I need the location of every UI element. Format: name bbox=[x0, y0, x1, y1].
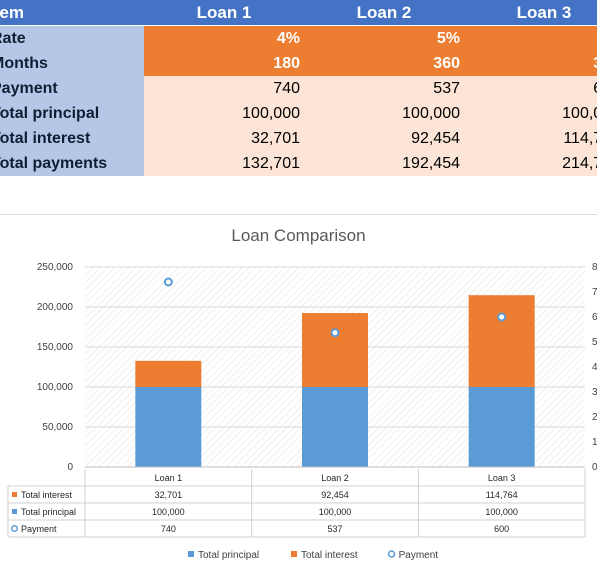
table-value: 100,000 bbox=[319, 507, 352, 517]
y2-tick-label: 2 bbox=[592, 412, 597, 423]
y-tick-label: 50,000 bbox=[42, 422, 73, 433]
table-value: 92,454 bbox=[321, 490, 349, 500]
payment-marker bbox=[163, 277, 173, 287]
chart-title: Loan Comparison bbox=[231, 226, 366, 245]
value-cell[interactable]: 132,701 bbox=[144, 151, 304, 176]
row-label-cell[interactable]: Months bbox=[0, 51, 144, 76]
sheet-row: Rate 4%5%6% bbox=[0, 26, 597, 51]
value-cell[interactable]: 114,764 bbox=[464, 126, 597, 151]
y2-tick-label: 5 bbox=[592, 337, 597, 348]
payment-marker bbox=[497, 312, 507, 322]
legend-key bbox=[188, 551, 194, 557]
loan-sheet: Item Loan 1 Loan 2 Loan 3 Rate 4%5%6% Mont… bbox=[0, 0, 597, 176]
value-cell[interactable]: 360 bbox=[304, 51, 464, 76]
chart-area[interactable] bbox=[0, 214, 597, 567]
bar-total-principal bbox=[135, 387, 202, 467]
row-label: Total interest bbox=[0, 130, 91, 147]
header-cell-loan-3[interactable]: Loan 3 bbox=[464, 0, 597, 25]
table-value: 100,000 bbox=[152, 507, 185, 517]
legend-label: Total interest bbox=[301, 550, 358, 561]
y2-tick-label: 6 bbox=[592, 312, 597, 323]
row-label: Months bbox=[0, 55, 48, 72]
row-label-cell[interactable]: Total payments bbox=[0, 151, 144, 176]
sheet-header-row: Item Loan 1 Loan 2 Loan 3 bbox=[0, 0, 597, 25]
table-value: 537 bbox=[327, 524, 342, 534]
bar-total-principal bbox=[302, 387, 368, 467]
y-tick-label: 100,000 bbox=[37, 382, 74, 393]
value-cell[interactable]: 192,454 bbox=[304, 151, 464, 176]
row-label-cell[interactable]: Total principal bbox=[0, 101, 144, 126]
table-legend-key bbox=[12, 509, 17, 514]
value-cell[interactable]: 6% bbox=[464, 26, 597, 51]
y2-tick-label: 4 bbox=[592, 362, 597, 373]
value-cell[interactable]: 32,701 bbox=[144, 126, 304, 151]
value-cell[interactable]: 600 bbox=[464, 76, 597, 101]
header-cell-loan-2[interactable]: Loan 2 bbox=[304, 0, 464, 25]
legend-key bbox=[387, 550, 396, 558]
value-cell[interactable]: 100,000 bbox=[464, 101, 597, 126]
value-cell[interactable]: 740 bbox=[144, 76, 304, 101]
row-label-cell[interactable]: Total interest bbox=[0, 126, 144, 151]
table-value: 32,701 bbox=[155, 490, 183, 500]
value-cell[interactable]: 92,454 bbox=[304, 126, 464, 151]
category-label: Loan 2 bbox=[321, 473, 349, 483]
y2-tick-label: 7 bbox=[592, 287, 597, 298]
table-legend-key bbox=[12, 492, 17, 497]
payment-marker bbox=[330, 328, 340, 338]
row-label: Total payments bbox=[0, 155, 108, 172]
table-legend-key bbox=[10, 524, 19, 533]
row-label: Total principal bbox=[0, 105, 100, 122]
row-label: Rate bbox=[0, 30, 26, 47]
header-cell-item[interactable]: Item bbox=[0, 0, 144, 25]
value-cell[interactable]: 214,764 bbox=[464, 151, 597, 176]
bar-total-interest bbox=[135, 360, 202, 387]
y-tick-label: 200,000 bbox=[37, 302, 74, 313]
header-cell-loan-1[interactable]: Loan 1 bbox=[144, 0, 304, 25]
y2-tick-label: 8 bbox=[592, 262, 597, 273]
category-label: Loan 1 bbox=[155, 473, 183, 483]
row-label-cell[interactable]: Rate bbox=[0, 26, 144, 51]
y-tick-label: 0 bbox=[67, 462, 73, 473]
value-cell[interactable]: 537 bbox=[304, 76, 464, 101]
sheet-row: Months180360360 bbox=[0, 51, 597, 76]
y2-tick-label: 3 bbox=[592, 387, 597, 398]
legend-label: Total principal bbox=[198, 550, 259, 561]
legend-label: Payment bbox=[399, 550, 439, 561]
y-tick-label: 150,000 bbox=[37, 342, 74, 353]
table-value: 740 bbox=[161, 524, 176, 534]
row-label-cell[interactable]: Payment bbox=[0, 76, 144, 101]
value-cell[interactable]: 5% bbox=[304, 26, 464, 51]
value-cell[interactable]: 100,000 bbox=[304, 101, 464, 126]
bar-total-principal bbox=[468, 387, 535, 467]
row-label: Payment bbox=[0, 80, 58, 97]
y2-tick-label: 0 bbox=[592, 462, 597, 473]
table-value: 114,764 bbox=[486, 490, 518, 500]
table-series-name: Total interest bbox=[21, 490, 73, 500]
table-series-name: Payment bbox=[21, 524, 57, 534]
value-cell[interactable]: 180 bbox=[144, 51, 304, 76]
value-cell[interactable]: 100,000 bbox=[144, 101, 304, 126]
value-cell[interactable]: 360 bbox=[464, 51, 597, 76]
category-label: Loan 3 bbox=[488, 473, 516, 483]
table-value: 600 bbox=[494, 524, 509, 534]
y2-tick-label: 1 bbox=[592, 437, 597, 448]
legend-key bbox=[291, 551, 297, 557]
value-cell[interactable]: 4% bbox=[144, 26, 304, 51]
y-tick-label: 250,000 bbox=[37, 262, 74, 273]
table-series-name: Total principal bbox=[21, 507, 76, 517]
table-value: 100,000 bbox=[485, 507, 518, 517]
bar-total-interest bbox=[468, 295, 535, 387]
bar-total-interest bbox=[302, 313, 368, 387]
